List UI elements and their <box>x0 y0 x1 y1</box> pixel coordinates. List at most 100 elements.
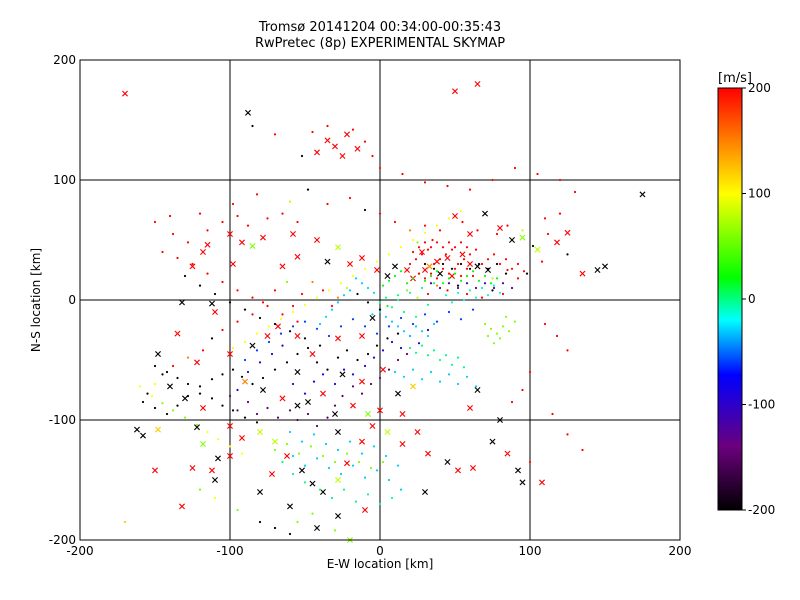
x-marker-stroke <box>230 261 236 267</box>
data-point-dot <box>186 394 190 398</box>
data-point-dot <box>296 220 299 224</box>
data-point-x <box>134 426 140 433</box>
data-point-dot <box>243 358 247 362</box>
data-point-dot <box>491 289 494 292</box>
data-point-x <box>639 191 646 198</box>
x-marker-stroke <box>347 261 353 267</box>
data-point-dot <box>531 244 535 248</box>
x-marker-stroke <box>410 383 416 390</box>
data-point-dot <box>390 320 394 323</box>
data-point-dot <box>258 361 262 364</box>
data-point-dot <box>483 282 487 285</box>
data-point-x <box>380 366 386 373</box>
data-point-x <box>200 405 206 411</box>
y-tick-label: 200 <box>53 53 76 67</box>
x-marker-stroke <box>395 390 401 397</box>
data-point-dot <box>291 310 295 314</box>
data-point-dot <box>168 214 172 218</box>
data-point-dot <box>183 416 187 419</box>
data-point-dot <box>566 253 569 256</box>
data-point-dot <box>423 262 427 266</box>
data-point-dot <box>390 496 394 500</box>
plot-grid <box>80 60 680 540</box>
data-point-dot <box>420 253 424 256</box>
data-point-dot <box>456 382 460 386</box>
data-point-dot <box>477 279 481 282</box>
data-point-x <box>392 263 398 270</box>
data-point-x <box>539 479 545 486</box>
x-marker-stroke <box>200 441 206 447</box>
x-marker-stroke <box>437 270 443 277</box>
data-point-dot <box>378 301 382 304</box>
data-point-dot <box>566 349 569 352</box>
data-point-dot <box>450 363 454 366</box>
data-point-dot <box>453 272 457 275</box>
data-point-dot <box>240 452 244 455</box>
data-point-dot <box>198 385 202 388</box>
data-point-dot <box>465 282 469 285</box>
x-marker-stroke <box>249 243 256 249</box>
data-point-x <box>467 261 473 267</box>
x-marker-stroke <box>314 525 320 531</box>
data-point-dot <box>251 313 254 316</box>
data-point-dot <box>420 330 424 333</box>
data-point-x <box>422 489 428 495</box>
data-point-dot <box>486 334 490 338</box>
data-point-dot <box>414 315 418 318</box>
data-point-x <box>294 253 301 260</box>
data-point-dot <box>311 130 314 134</box>
data-point-dot <box>201 349 205 352</box>
data-point-dot <box>303 320 307 323</box>
x-marker-stroke <box>260 387 266 393</box>
data-point-dot <box>266 406 269 410</box>
data-point-dot <box>396 332 400 335</box>
data-point-dot <box>206 272 209 275</box>
data-point-x <box>305 399 311 405</box>
data-point-dot <box>474 296 478 299</box>
data-point-dot <box>506 268 509 272</box>
data-points <box>122 81 646 543</box>
data-point-dot <box>438 358 442 362</box>
data-point-dot <box>351 464 355 467</box>
data-point-dot <box>426 328 430 332</box>
data-point-x <box>269 471 275 477</box>
data-point-dot <box>491 277 494 280</box>
data-point-dot <box>228 445 232 448</box>
data-point-x <box>594 267 601 273</box>
data-point-dot <box>333 404 337 407</box>
data-point-dot <box>566 433 569 436</box>
data-point-dot <box>486 258 490 261</box>
data-point-dot <box>251 124 254 128</box>
x-marker-stroke <box>294 369 301 375</box>
data-point-dot <box>444 354 448 357</box>
x-marker-stroke <box>314 149 320 156</box>
data-point-dot <box>456 291 460 294</box>
data-point-dot <box>366 493 370 496</box>
data-point-x <box>314 237 320 243</box>
data-point-dot <box>348 196 352 200</box>
data-point-dot <box>369 382 373 386</box>
data-point-dot <box>339 282 343 285</box>
data-point-x <box>320 489 326 495</box>
data-point-x <box>249 243 256 249</box>
x-marker-stroke <box>470 465 476 471</box>
data-point-x <box>485 267 491 273</box>
x-marker-stroke <box>200 405 206 411</box>
data-point-dot <box>396 294 400 297</box>
colorbar: [m/s]200 100 0 -100 -200 <box>717 71 775 517</box>
data-point-dot <box>348 440 352 443</box>
data-point-dot <box>141 400 145 404</box>
data-point-dot <box>296 418 299 422</box>
data-point-dot <box>543 217 547 220</box>
data-point-dot <box>285 361 289 364</box>
data-point-dot <box>273 368 277 371</box>
x-marker-stroke <box>239 435 245 441</box>
data-point-x <box>564 229 571 236</box>
data-point-dot <box>459 262 463 266</box>
data-point-dot <box>513 166 517 170</box>
data-point-dot <box>378 308 382 311</box>
data-point-dot <box>450 301 454 304</box>
x-marker-stroke <box>194 359 200 366</box>
data-point-x <box>290 231 296 237</box>
colorbar-tick-label: 0 <box>748 292 756 306</box>
